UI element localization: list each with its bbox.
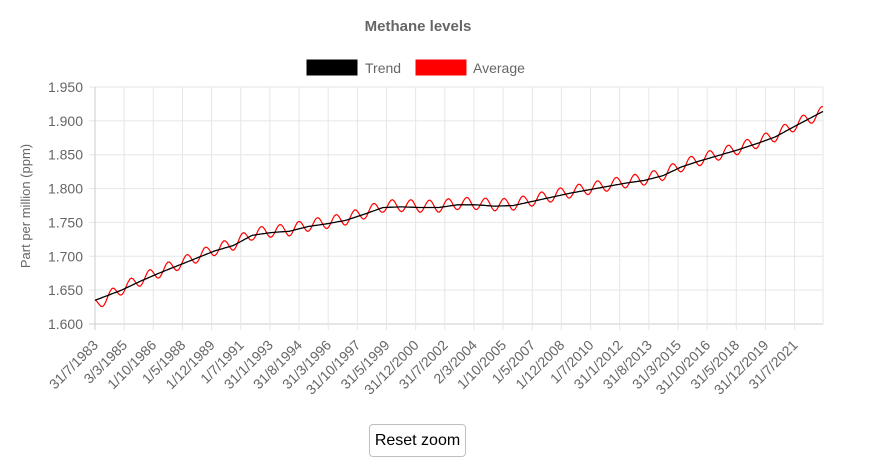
- legend-item-average[interactable]: Average: [415, 59, 525, 76]
- legend: Trend Average: [306, 59, 525, 76]
- legend-swatch-trend: [306, 59, 358, 76]
- legend-label-trend: Trend: [365, 60, 401, 76]
- y-tick-label: 1.800: [48, 181, 83, 197]
- y-tick-label: 1.600: [48, 316, 83, 332]
- y-tick-label: 1.750: [48, 214, 83, 230]
- legend-label-average: Average: [473, 60, 525, 76]
- series-line-trend[interactable]: [94, 110, 824, 301]
- y-tick-label: 1.700: [48, 248, 83, 264]
- legend-swatch-average: [415, 59, 467, 76]
- y-tick-label: 1.850: [48, 147, 83, 163]
- y-axis-label: Part per million (ppm): [18, 144, 33, 268]
- plot-area[interactable]: [94, 106, 824, 308]
- y-axis-ticks: 1.600 1.650 1.700 1.750 1.800 1.850 1.900 1.950: [48, 79, 83, 332]
- reset-zoom-button[interactable]: Reset zoom: [369, 424, 466, 457]
- y-tick-label: 1.950: [48, 79, 83, 95]
- chart-title: Methane levels: [365, 18, 472, 35]
- y-tick-label: 1.900: [48, 113, 83, 129]
- x-gridlines: [94, 87, 824, 330]
- x-axis-ticks: 31/7/19833/3/19851/10/19861/5/19881/12/1…: [46, 337, 801, 398]
- y-tick-label: 1.650: [48, 282, 83, 298]
- series-line-average[interactable]: [94, 106, 823, 308]
- legend-item-trend[interactable]: Trend: [306, 59, 401, 76]
